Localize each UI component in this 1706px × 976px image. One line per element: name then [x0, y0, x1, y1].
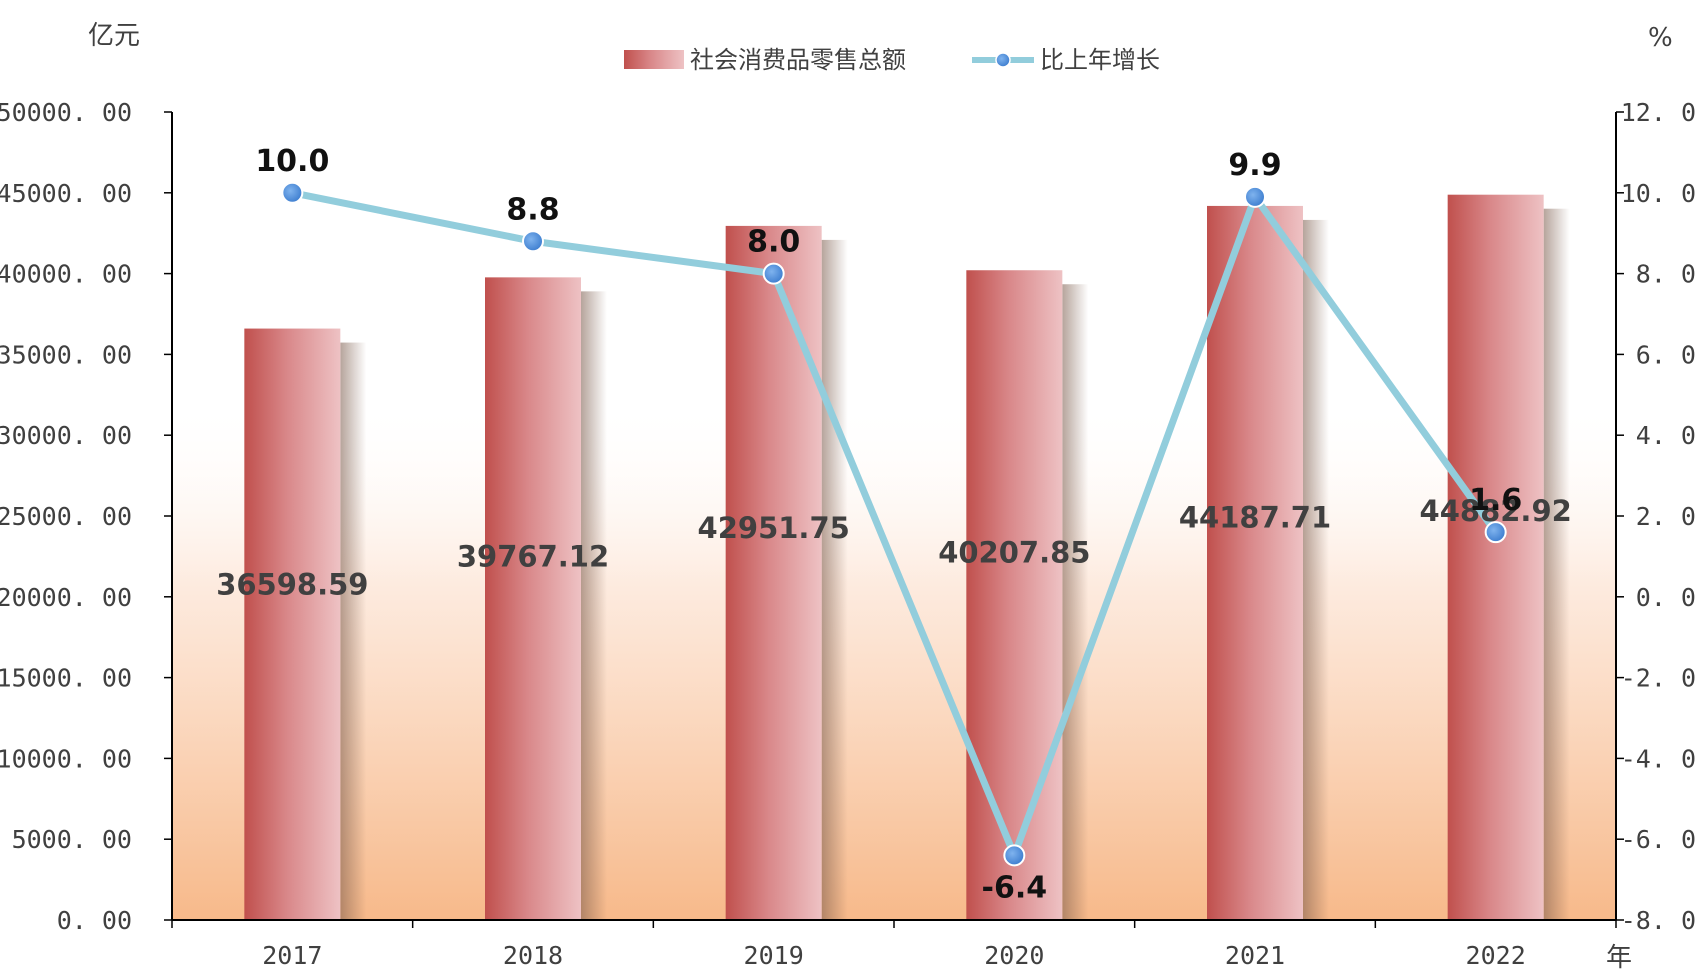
right-tick-label: 6. 0 — [1636, 340, 1696, 369]
left-tick-label: 35000. 00 — [0, 340, 132, 369]
legend-bar-swatch — [624, 50, 684, 69]
left-tick-label: 30000. 00 — [0, 421, 132, 450]
growth-value-label: 8.8 — [506, 192, 559, 227]
left-tick-label: 0. 00 — [57, 906, 132, 935]
bar — [244, 328, 341, 920]
right-tick-label: 12. 0 — [1621, 98, 1696, 127]
plot-background — [172, 400, 1616, 920]
bar — [485, 277, 581, 920]
growth-point — [1484, 521, 1507, 544]
right-tick-label: -4. 0 — [1621, 744, 1696, 773]
left-tick-label: 45000. 00 — [0, 179, 132, 208]
growth-value-label: 10.0 — [255, 144, 329, 179]
left-tick-label: 5000. 00 — [12, 825, 132, 854]
line-series — [281, 181, 1507, 867]
right-tick-label: 0. 0 — [1636, 583, 1696, 612]
bar-value-label: 40207.85 — [938, 536, 1090, 570]
right-tick-label: -6. 0 — [1621, 825, 1696, 854]
bar-value-label: 36598.59 — [216, 568, 368, 602]
right-tick-label: -2. 0 — [1621, 664, 1696, 693]
bar — [1447, 194, 1544, 920]
right-axis-unit: % — [1648, 23, 1673, 53]
data-labels: 36598.59 39767.12 42951.75 40207.85 44187.71… — [216, 144, 1572, 906]
left-tick-label: 10000. 00 — [0, 744, 132, 773]
bar — [725, 225, 822, 920]
bar-value-label: 39767.12 — [457, 540, 609, 574]
growth-point — [522, 230, 544, 253]
left-tick-label: 20000. 00 — [0, 583, 132, 612]
legend-line-label: 比上年增长 — [1040, 46, 1160, 74]
bar-value-label: 44882.92 — [1420, 494, 1572, 528]
bar-series — [244, 194, 1570, 920]
left-tick-label: 50000. 00 — [0, 98, 132, 127]
x-tick-label: 2021 — [1225, 941, 1285, 970]
left-tick-label: 40000. 00 — [0, 260, 132, 289]
bar-shadow — [1543, 208, 1570, 920]
growth-value-label: 9.9 — [1228, 148, 1281, 183]
left-tick-label: 15000. 00 — [0, 664, 132, 693]
x-axis-label: 年 — [1606, 943, 1632, 973]
growth-point — [1244, 185, 1266, 208]
bar — [966, 270, 1063, 920]
legend: 社会消费品零售总额 比上年增长 — [624, 46, 1160, 74]
bar-value-label: 44187.71 — [1179, 500, 1331, 534]
x-tick-label: 2018 — [503, 941, 563, 970]
bar — [1207, 205, 1303, 920]
legend-bar-label: 社会消费品零售总额 — [690, 46, 906, 74]
right-tick-label: 2. 0 — [1636, 502, 1696, 531]
bar-shadow — [821, 239, 848, 920]
left-axis-unit: 亿元 — [88, 21, 140, 51]
growth-value-label: 1.6 — [1469, 483, 1522, 518]
right-tick-label: 10. 0 — [1621, 179, 1696, 208]
x-tick-label: 2020 — [984, 941, 1044, 970]
x-tick-label: 2019 — [744, 941, 804, 970]
bar-shadow — [1062, 284, 1089, 920]
bar-shadow — [340, 342, 367, 920]
left-tick-label: 25000. 00 — [0, 502, 132, 531]
bar-shadow — [1303, 219, 1329, 920]
x-tick-label: 2022 — [1466, 941, 1526, 970]
growth-line — [288, 189, 1500, 859]
x-tick-label: 2017 — [262, 941, 322, 970]
growth-point — [281, 181, 304, 204]
bar-shadow — [581, 291, 607, 920]
right-tick-label: 8. 0 — [1636, 260, 1696, 289]
axes: 0. 00 5000. 00 10000. 00 15000. 00 20000. 00… — [0, 98, 1696, 970]
bar-value-label: 42951.75 — [698, 511, 850, 545]
growth-value-label: -6.4 — [982, 870, 1048, 905]
right-tick-label: 4. 0 — [1636, 421, 1696, 450]
growth-point — [1003, 844, 1026, 867]
legend-line-marker — [995, 52, 1011, 68]
growth-point — [762, 262, 785, 285]
right-tick-label: -8. 0 — [1621, 906, 1696, 935]
growth-value-label: 8.0 — [747, 225, 800, 260]
